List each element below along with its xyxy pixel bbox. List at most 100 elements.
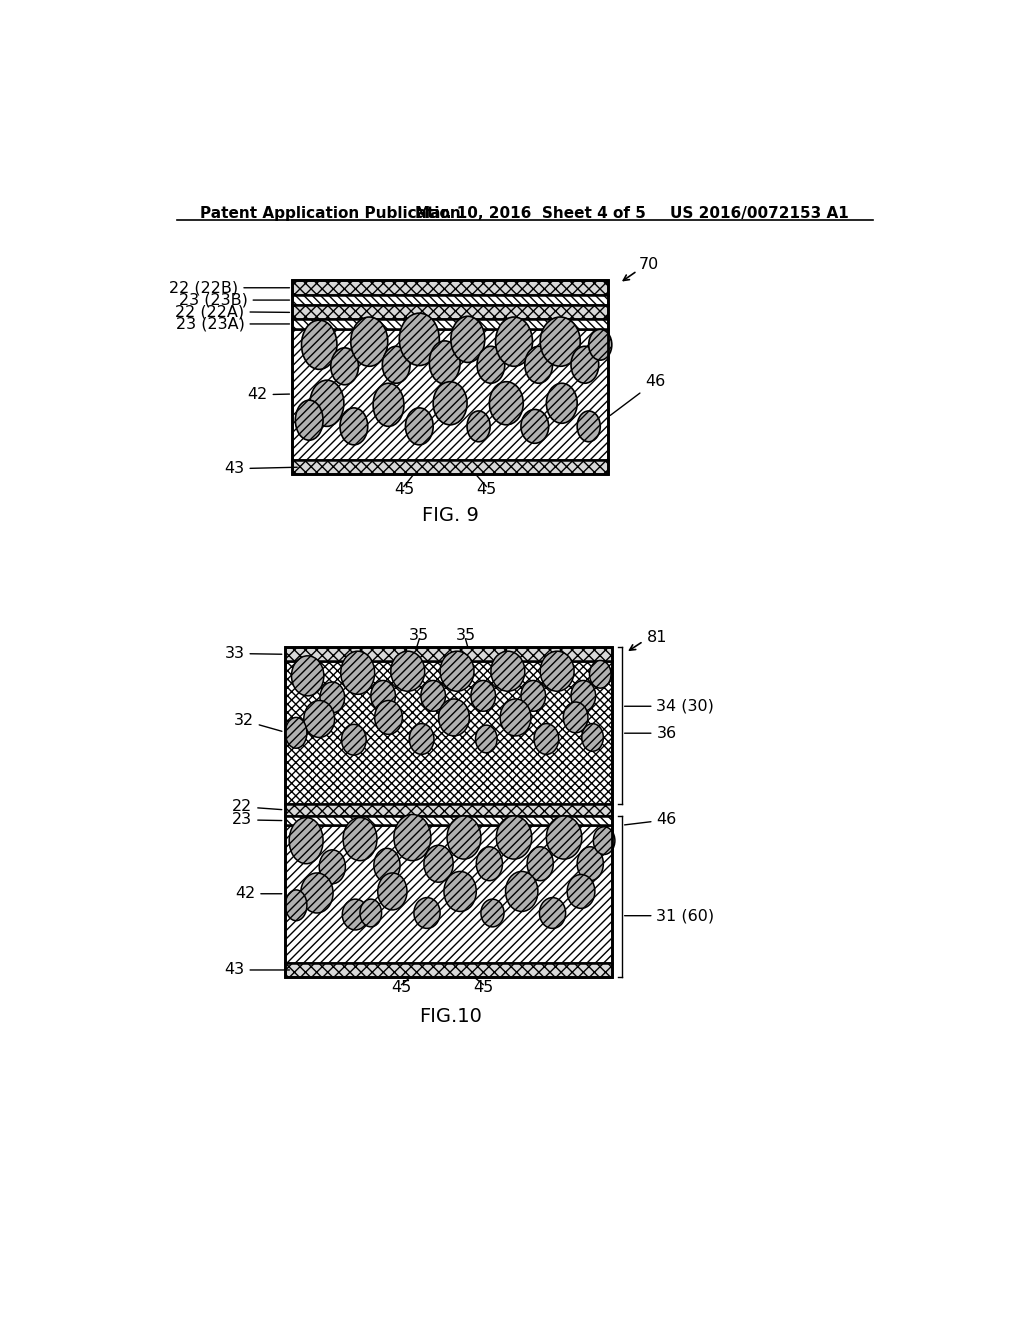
Ellipse shape bbox=[304, 701, 335, 738]
Text: US 2016/0072153 A1: US 2016/0072153 A1 bbox=[670, 206, 848, 222]
Ellipse shape bbox=[319, 850, 345, 884]
Bar bbox=[292, 461, 608, 474]
Ellipse shape bbox=[540, 898, 565, 928]
Ellipse shape bbox=[563, 702, 588, 733]
Text: 22: 22 bbox=[232, 799, 282, 814]
Text: 23: 23 bbox=[232, 812, 282, 828]
Ellipse shape bbox=[590, 660, 611, 688]
Bar bbox=[292, 305, 608, 319]
Bar bbox=[292, 280, 608, 474]
Ellipse shape bbox=[467, 411, 490, 442]
Ellipse shape bbox=[490, 651, 525, 692]
Ellipse shape bbox=[286, 890, 307, 921]
Ellipse shape bbox=[424, 845, 454, 882]
Ellipse shape bbox=[286, 718, 307, 748]
Bar bbox=[292, 296, 608, 305]
Text: 81: 81 bbox=[646, 630, 667, 645]
Text: Patent Application Publication: Patent Application Publication bbox=[200, 206, 461, 222]
Ellipse shape bbox=[342, 899, 369, 929]
Ellipse shape bbox=[475, 725, 497, 752]
Ellipse shape bbox=[351, 317, 388, 367]
Ellipse shape bbox=[382, 346, 410, 383]
Ellipse shape bbox=[378, 873, 407, 909]
Ellipse shape bbox=[301, 321, 337, 370]
Text: 42: 42 bbox=[248, 387, 290, 403]
Bar bbox=[285, 964, 611, 977]
Ellipse shape bbox=[295, 400, 323, 441]
Bar bbox=[292, 280, 608, 296]
Ellipse shape bbox=[399, 313, 439, 366]
Text: 70: 70 bbox=[639, 257, 659, 272]
Ellipse shape bbox=[527, 847, 553, 880]
Ellipse shape bbox=[567, 875, 595, 908]
Text: Mar. 10, 2016  Sheet 4 of 5: Mar. 10, 2016 Sheet 4 of 5 bbox=[416, 206, 646, 222]
Ellipse shape bbox=[444, 871, 476, 911]
Ellipse shape bbox=[541, 651, 574, 692]
Ellipse shape bbox=[414, 898, 440, 928]
Ellipse shape bbox=[525, 346, 553, 383]
Ellipse shape bbox=[429, 341, 460, 384]
Bar bbox=[285, 825, 611, 964]
Text: 45: 45 bbox=[473, 981, 494, 995]
Bar bbox=[285, 647, 611, 661]
Ellipse shape bbox=[433, 381, 467, 425]
Ellipse shape bbox=[541, 317, 581, 367]
Text: 32: 32 bbox=[233, 713, 282, 731]
Text: 45: 45 bbox=[391, 981, 412, 995]
Ellipse shape bbox=[535, 723, 559, 755]
Ellipse shape bbox=[521, 681, 546, 711]
Ellipse shape bbox=[476, 847, 503, 880]
Ellipse shape bbox=[310, 380, 344, 426]
Ellipse shape bbox=[410, 723, 434, 755]
Ellipse shape bbox=[360, 899, 382, 927]
Text: FIG.10: FIG.10 bbox=[419, 1007, 481, 1027]
Bar bbox=[285, 816, 611, 825]
Bar bbox=[292, 329, 608, 461]
Text: 23 (23A): 23 (23A) bbox=[176, 317, 290, 331]
Ellipse shape bbox=[589, 330, 611, 360]
Bar bbox=[285, 661, 611, 804]
Ellipse shape bbox=[489, 381, 523, 425]
Ellipse shape bbox=[343, 817, 377, 861]
Ellipse shape bbox=[371, 681, 395, 711]
Ellipse shape bbox=[447, 816, 481, 859]
Text: 45: 45 bbox=[476, 482, 497, 498]
Text: 23 (23B): 23 (23B) bbox=[179, 293, 290, 308]
Ellipse shape bbox=[331, 348, 358, 385]
Text: 35: 35 bbox=[456, 628, 475, 643]
Ellipse shape bbox=[319, 682, 345, 713]
Text: 35: 35 bbox=[410, 628, 429, 643]
Ellipse shape bbox=[500, 700, 531, 737]
Ellipse shape bbox=[496, 317, 532, 367]
Ellipse shape bbox=[593, 826, 614, 854]
Text: 46: 46 bbox=[610, 374, 666, 416]
Ellipse shape bbox=[582, 723, 603, 751]
Ellipse shape bbox=[375, 701, 402, 734]
Ellipse shape bbox=[571, 681, 596, 711]
Ellipse shape bbox=[373, 383, 403, 426]
Text: 36: 36 bbox=[625, 726, 677, 741]
Text: 31 (60): 31 (60) bbox=[625, 908, 715, 923]
Ellipse shape bbox=[374, 849, 400, 882]
Ellipse shape bbox=[289, 817, 323, 863]
Ellipse shape bbox=[340, 408, 368, 445]
Text: 34 (30): 34 (30) bbox=[625, 698, 715, 714]
Text: 46: 46 bbox=[625, 812, 677, 828]
Ellipse shape bbox=[521, 409, 549, 444]
Text: 45: 45 bbox=[394, 482, 414, 498]
Ellipse shape bbox=[481, 899, 504, 927]
Ellipse shape bbox=[477, 346, 505, 383]
Ellipse shape bbox=[394, 814, 431, 861]
Ellipse shape bbox=[421, 681, 445, 711]
Text: 42: 42 bbox=[236, 886, 282, 902]
Ellipse shape bbox=[471, 681, 496, 711]
Ellipse shape bbox=[547, 816, 582, 859]
Ellipse shape bbox=[578, 411, 600, 442]
Bar bbox=[285, 804, 611, 816]
Ellipse shape bbox=[497, 816, 531, 859]
Ellipse shape bbox=[301, 873, 333, 913]
Ellipse shape bbox=[547, 383, 578, 424]
Text: 33: 33 bbox=[224, 645, 282, 661]
Ellipse shape bbox=[406, 408, 433, 445]
Ellipse shape bbox=[342, 725, 367, 755]
